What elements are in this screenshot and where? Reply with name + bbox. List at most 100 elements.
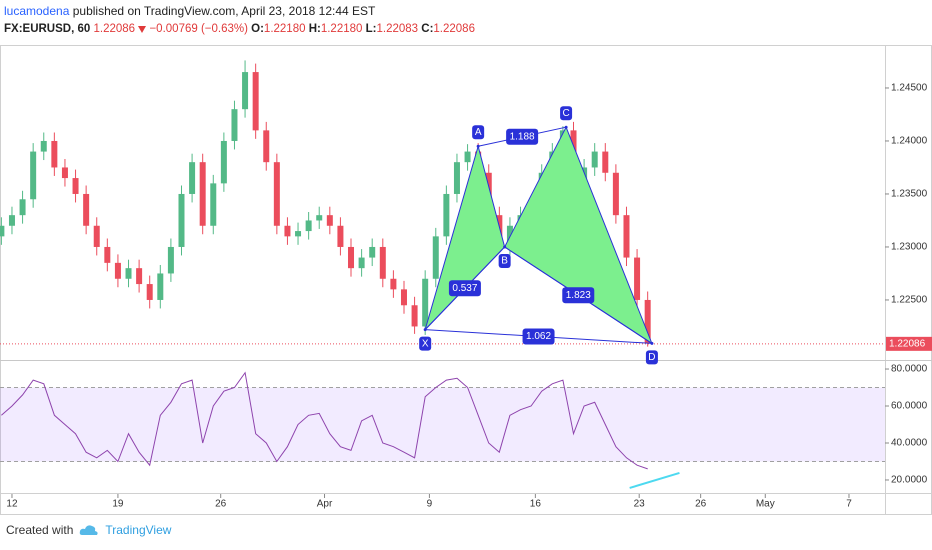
candle-body xyxy=(178,193,185,247)
candle-body xyxy=(51,140,58,168)
candle-body xyxy=(231,109,238,141)
x-tick-label: 26 xyxy=(695,499,707,510)
candle-body xyxy=(167,246,174,274)
candle-body xyxy=(72,178,79,194)
candle-body xyxy=(40,140,47,152)
candle-body xyxy=(464,151,471,163)
last-price-label: 1.22086 xyxy=(889,338,926,349)
candle-body xyxy=(305,220,312,232)
candle-body xyxy=(189,162,196,194)
point-label: C xyxy=(562,108,569,119)
x-tick-label: Apr xyxy=(317,499,333,510)
rsi-band xyxy=(0,387,885,462)
pattern-point xyxy=(650,341,654,345)
high-label: H: xyxy=(308,23,321,35)
candle-body xyxy=(242,72,249,110)
candle-body xyxy=(263,130,270,163)
x-tick-label: 12 xyxy=(6,499,18,510)
point-label: A xyxy=(475,127,482,138)
candle-body xyxy=(284,225,291,237)
x-tick-label: 19 xyxy=(112,499,124,510)
candle-body xyxy=(199,162,206,226)
y-tick-label: 1.24000 xyxy=(891,136,928,147)
candle-body xyxy=(379,246,386,279)
candle-body xyxy=(432,236,439,279)
close: 1.22086 xyxy=(433,23,475,35)
candle-body xyxy=(104,246,111,263)
rsi-line xyxy=(1,371,648,470)
logo xyxy=(80,525,99,535)
point-label: B xyxy=(501,256,508,267)
point-box xyxy=(560,106,573,121)
candle-body xyxy=(8,215,15,226)
pattern-point xyxy=(564,125,568,129)
ratio-label: 1.062 xyxy=(526,331,551,342)
candle-body xyxy=(93,225,100,247)
x-tick-label: 23 xyxy=(634,499,646,510)
candle-body xyxy=(411,305,418,327)
candle-body xyxy=(390,278,397,290)
x-tick-label: 9 xyxy=(427,499,433,510)
close-label: C: xyxy=(421,23,434,35)
rsi-trendline xyxy=(629,471,680,489)
candle-body xyxy=(273,162,280,226)
low: 1.22083 xyxy=(376,23,419,35)
x-tick-label: 26 xyxy=(215,499,227,510)
x-tick-label: 16 xyxy=(530,499,542,510)
candle-body xyxy=(0,225,5,237)
ratio-box xyxy=(506,128,539,145)
y-tick-label: 1.23500 xyxy=(891,189,928,200)
down-arrow xyxy=(138,25,147,33)
candle-body xyxy=(252,72,259,131)
candle-body xyxy=(19,199,26,216)
last: 1.22086 xyxy=(93,23,136,35)
candle-body xyxy=(136,268,143,285)
high: 1.22180 xyxy=(320,23,363,35)
brand[interactable]: TradingView xyxy=(105,523,172,537)
x-tick-label: May xyxy=(756,499,775,510)
point-box xyxy=(472,125,485,140)
ratio-box xyxy=(448,280,481,297)
published: published on TradingView.com, April 23, … xyxy=(72,4,376,18)
open: 1.22180 xyxy=(263,23,306,35)
ratio-label: 1.823 xyxy=(566,290,591,301)
ratio-box xyxy=(522,328,555,345)
author[interactable]: lucamodena xyxy=(4,4,70,18)
candle-body xyxy=(612,172,619,216)
candle-body xyxy=(61,167,68,179)
candle-body xyxy=(114,262,121,279)
pattern-point xyxy=(423,328,427,332)
rsi-tick-label: 20.0000 xyxy=(891,475,928,486)
candle-body xyxy=(326,215,333,226)
y-tick-label: 1.23000 xyxy=(891,242,928,253)
last-price-box xyxy=(886,336,932,351)
candle-body xyxy=(295,231,302,237)
chart: 1.22500 1.23000 1.23500 1.24000 1.24500 12 19 2… xyxy=(0,45,932,515)
y-tick-label: 1.22500 xyxy=(891,295,928,306)
x-tick-label: 7 xyxy=(846,499,852,510)
point-box xyxy=(645,350,658,365)
candle-body xyxy=(369,246,376,258)
rsi-tick-label: 40.0000 xyxy=(891,438,928,449)
candle-body xyxy=(400,289,407,306)
candle-body xyxy=(125,268,132,279)
candle-body xyxy=(443,193,450,237)
point-label: D xyxy=(648,352,655,363)
open-label: O: xyxy=(251,23,264,35)
symbol: FX:EURUSD, 60 xyxy=(4,23,91,35)
point-box xyxy=(498,253,511,268)
candle-body xyxy=(210,183,217,226)
point-label: X xyxy=(422,338,429,349)
candle-body xyxy=(348,246,355,269)
ratio-label: 0.537 xyxy=(452,283,477,294)
candle-body xyxy=(30,151,37,200)
ratio-label: 1.188 xyxy=(510,131,535,142)
ratio-box xyxy=(562,287,595,304)
candle-body xyxy=(337,225,344,247)
candle-body xyxy=(220,140,227,184)
candle-body xyxy=(146,284,153,300)
candle-body xyxy=(602,151,609,173)
candle-body xyxy=(591,151,598,168)
change: −0.00769 (−0.63%) xyxy=(149,23,248,35)
footer: Created with TradingView xyxy=(6,523,171,537)
